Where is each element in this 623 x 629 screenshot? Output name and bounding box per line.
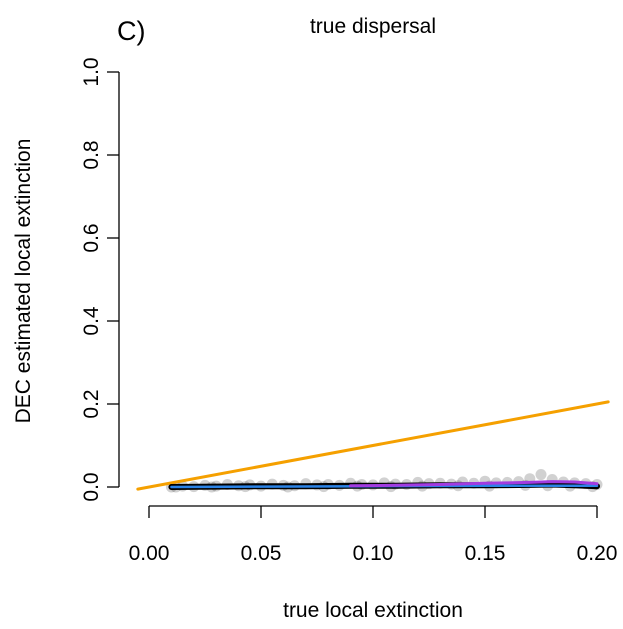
panel-label: C) bbox=[117, 16, 146, 46]
y-tick-label: 0.8 bbox=[80, 140, 103, 169]
y-tick-label: 1.0 bbox=[80, 57, 103, 86]
y-axis: 0.0 0.2 0.4 0.6 0.8 1.0 bbox=[80, 57, 120, 502]
x-tick-label: 0.20 bbox=[577, 542, 618, 565]
x-tick-label: 0.05 bbox=[241, 542, 282, 565]
x-axis: 0.00 0.05 0.10 0.15 0.20 bbox=[129, 505, 618, 565]
y-tick-label: 0.4 bbox=[80, 306, 103, 336]
x-tick-label: 0.10 bbox=[353, 542, 394, 565]
plot-area bbox=[136, 400, 610, 493]
x-tick-label: 0.00 bbox=[129, 542, 170, 565]
x-tick-label: 0.15 bbox=[465, 542, 506, 565]
y-tick-label: 0.0 bbox=[80, 472, 103, 501]
smooth-purple-series bbox=[349, 480, 599, 488]
y-axis-label: DEC estimated local extinction bbox=[12, 139, 35, 424]
x-axis-label: true local extinction bbox=[283, 599, 463, 622]
identity-line-series bbox=[136, 400, 610, 491]
chart-title: true dispersal bbox=[310, 15, 436, 38]
y-tick-label: 0.6 bbox=[80, 223, 103, 252]
y-tick-label: 0.2 bbox=[80, 389, 103, 418]
data-point bbox=[535, 469, 547, 481]
